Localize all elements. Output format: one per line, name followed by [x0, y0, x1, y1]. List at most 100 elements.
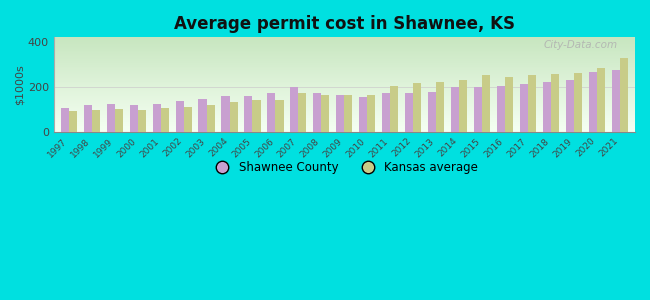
Bar: [54, 75, 635, 76]
Bar: [54, 72, 635, 73]
Bar: [54, 45, 635, 46]
Bar: [54, 114, 635, 115]
Bar: [54, 92, 635, 93]
Bar: [54, 84, 635, 86]
Bar: [54, 82, 635, 83]
Bar: [252, 100, 261, 131]
Legend: Shawnee County, Kansas average: Shawnee County, Kansas average: [205, 156, 483, 178]
Bar: [54, 117, 635, 119]
Bar: [54, 123, 635, 124]
Bar: [267, 93, 276, 131]
Bar: [107, 103, 114, 131]
Bar: [54, 103, 635, 104]
Bar: [460, 80, 467, 131]
Bar: [54, 65, 635, 66]
Bar: [54, 125, 635, 126]
Bar: [482, 76, 490, 131]
Bar: [54, 64, 635, 65]
Bar: [54, 55, 635, 56]
Bar: [298, 93, 307, 131]
Bar: [54, 105, 635, 106]
Bar: [54, 91, 635, 92]
Bar: [54, 83, 635, 84]
Bar: [54, 101, 635, 102]
Bar: [229, 102, 237, 131]
Bar: [54, 90, 635, 91]
Bar: [198, 99, 207, 131]
Bar: [54, 68, 635, 69]
Bar: [54, 81, 635, 82]
Bar: [54, 59, 635, 60]
Bar: [54, 76, 635, 77]
Bar: [84, 105, 92, 131]
Bar: [54, 49, 635, 50]
Bar: [54, 108, 635, 109]
Bar: [54, 86, 635, 87]
Bar: [54, 97, 635, 98]
Bar: [436, 82, 445, 131]
Bar: [54, 93, 635, 94]
Bar: [54, 61, 635, 62]
Bar: [336, 94, 344, 131]
Bar: [367, 94, 376, 131]
Bar: [54, 111, 635, 112]
Bar: [54, 43, 635, 44]
Bar: [54, 67, 635, 68]
Bar: [54, 110, 635, 111]
Bar: [54, 50, 635, 52]
Bar: [551, 74, 559, 131]
Bar: [54, 56, 635, 57]
Bar: [620, 58, 628, 131]
Bar: [54, 126, 635, 127]
Bar: [54, 85, 635, 86]
Bar: [54, 106, 635, 107]
Bar: [543, 82, 551, 131]
Bar: [54, 98, 635, 99]
Bar: [405, 93, 413, 131]
Bar: [54, 120, 635, 121]
Bar: [359, 97, 367, 131]
Bar: [207, 105, 215, 131]
Bar: [54, 42, 635, 43]
Bar: [54, 40, 635, 41]
Bar: [54, 115, 635, 116]
Bar: [54, 89, 635, 90]
Bar: [92, 110, 99, 131]
Bar: [54, 47, 635, 48]
Bar: [597, 68, 605, 131]
Bar: [54, 88, 635, 89]
Bar: [344, 94, 352, 131]
Bar: [528, 76, 536, 131]
Bar: [54, 71, 635, 72]
Bar: [313, 93, 321, 131]
Bar: [54, 113, 635, 114]
Bar: [54, 94, 635, 95]
Bar: [413, 83, 421, 131]
Bar: [54, 78, 635, 79]
Bar: [54, 124, 635, 125]
Bar: [54, 104, 635, 105]
Bar: [54, 102, 635, 103]
Bar: [222, 96, 229, 131]
Bar: [54, 127, 635, 128]
Bar: [321, 94, 330, 131]
Bar: [54, 119, 635, 120]
Bar: [54, 63, 635, 64]
Bar: [54, 48, 635, 49]
Bar: [54, 118, 635, 119]
Bar: [391, 85, 398, 131]
Bar: [54, 54, 635, 55]
Bar: [474, 87, 482, 131]
Bar: [54, 62, 635, 63]
Bar: [54, 58, 635, 59]
Bar: [54, 80, 635, 81]
Bar: [244, 96, 252, 131]
Bar: [138, 110, 146, 131]
Bar: [612, 70, 620, 131]
Bar: [54, 129, 635, 130]
Text: City-Data.com: City-Data.com: [543, 40, 618, 50]
Bar: [54, 60, 635, 61]
Bar: [54, 70, 635, 71]
Bar: [54, 107, 635, 108]
Y-axis label: $1000s: $1000s: [15, 64, 25, 105]
